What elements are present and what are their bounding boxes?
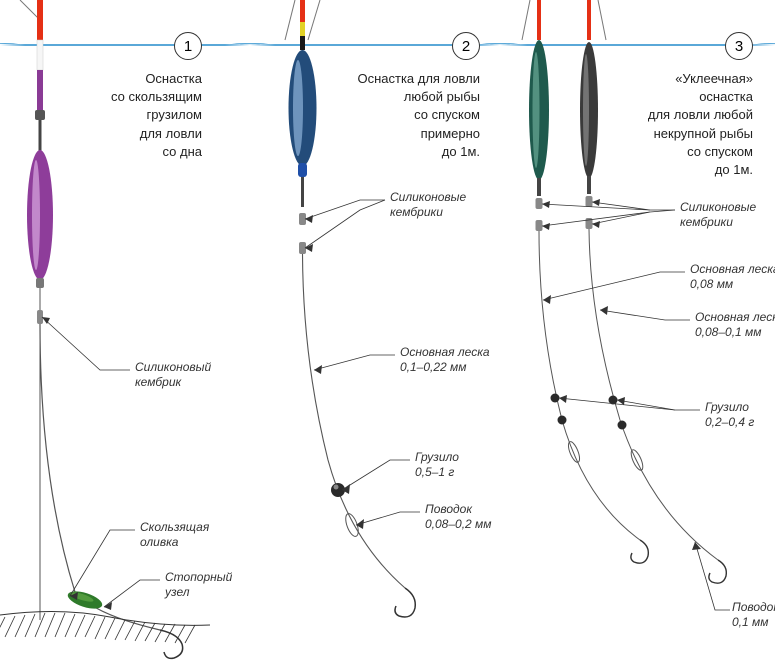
label-uzel: Стопорныйузел	[165, 570, 232, 600]
label-povodok-3: Поводок0,1 мм	[732, 600, 775, 630]
label-kembrik: Силиконовыйкембрик	[135, 360, 211, 390]
label-text: Стопорныйузел	[165, 570, 232, 600]
label-povodok-2: Поводок0,08–0,2 мм	[425, 502, 492, 532]
label-olivka: Скользящаяоливка	[140, 520, 209, 550]
rig-diagram-1	[0, 0, 250, 665]
label-text: Грузило0,2–0,4 г	[705, 400, 754, 430]
label-text: Силиконовыйкембрик	[135, 360, 211, 390]
rig-panel-3: 3 «Уклеечная» оснастка для ловли любой н…	[500, 0, 775, 665]
rig-diagram-2	[250, 0, 500, 665]
label-text: Поводок0,1 мм	[732, 600, 775, 630]
label-kembriki-3: Силиконовыекембрики	[680, 200, 756, 230]
label-text: Основная леска0,08 мм	[690, 262, 775, 292]
label-gruzilo-3: Грузило0,2–0,4 г	[705, 400, 754, 430]
label-text: Поводок0,08–0,2 мм	[425, 502, 492, 532]
label-gruzilo-2: Грузило0,5–1 г	[415, 450, 459, 480]
label-kembriki-2: Силиконовыекембрики	[390, 190, 466, 220]
label-text: Основная леска0,08–0,1 мм	[695, 310, 775, 340]
label-text: Силиконовыекембрики	[390, 190, 466, 220]
label-text: Грузило0,5–1 г	[415, 450, 459, 480]
label-text: Основная леска0,1–0,22 мм	[400, 345, 490, 375]
label-leska2-3: Основная леска0,08–0,1 мм	[695, 310, 775, 340]
label-leska-2: Основная леска0,1–0,22 мм	[400, 345, 490, 375]
rig-panel-2: 2 Оснастка для ловли любой рыбы со спуск…	[250, 0, 500, 665]
label-text: Скользящаяоливка	[140, 520, 209, 550]
label-text: Силиконовыекембрики	[680, 200, 756, 230]
riverbed-hatch	[0, 607, 210, 647]
label-leska1-3: Основная леска0,08 мм	[690, 262, 775, 292]
rig-panel-1: 1 Оснастка со скользящим грузилом для ло…	[0, 0, 250, 665]
